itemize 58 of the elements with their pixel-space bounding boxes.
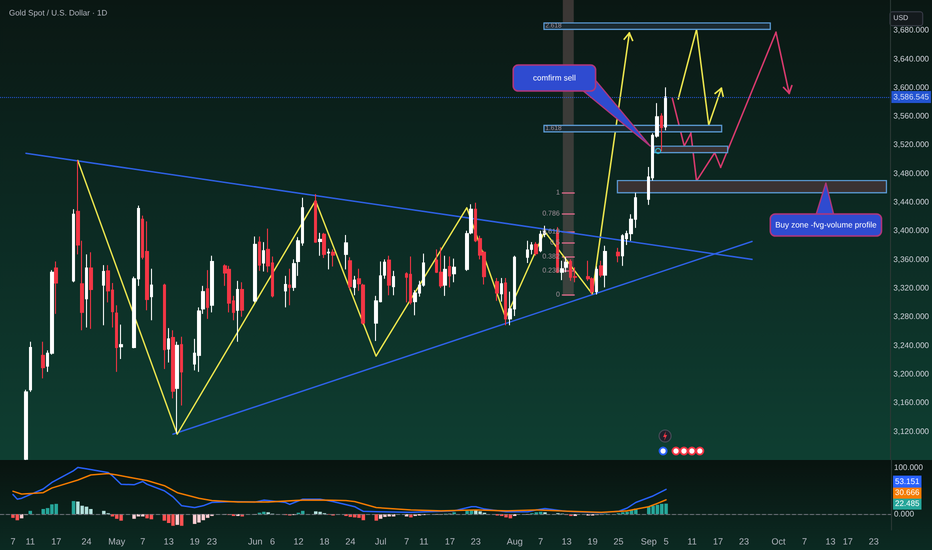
y-tick-label: 3,520.000 (893, 140, 930, 150)
x-tick-label: 13 (825, 536, 836, 546)
y-tick-label: 3,360.000 (893, 254, 930, 264)
y-tick-label: 3,480.000 (893, 168, 930, 178)
y-tick-label: 0.000 (894, 510, 915, 519)
x-tick-label: 23 (206, 536, 217, 546)
x-tick-label: 23 (738, 536, 749, 546)
x-tick-label: 11 (26, 536, 35, 546)
x-tick-label: 24 (81, 536, 92, 546)
x-tick-label: 19 (588, 536, 598, 546)
y-tick-label: 3,440.000 (893, 198, 930, 207)
y-tick-label: 3,640.000 (893, 54, 930, 64)
x-tick-label: Aug (506, 536, 523, 546)
x-tick-label: 7 (140, 536, 146, 546)
y-tick-label: 100.000 (894, 462, 924, 472)
x-tick-label: Jul (374, 536, 386, 546)
text: 53.151 (895, 477, 920, 486)
x-tick-label: 7 (802, 536, 808, 546)
x-tick-label: 17 (444, 536, 455, 546)
x-tick-label: 7 (538, 536, 544, 546)
annotation: comfirm sell (533, 74, 576, 82)
y-tick-label: 3,560.000 (893, 112, 930, 121)
x-tick-label: 11 (687, 536, 697, 546)
x-tick-label: 18 (319, 536, 330, 546)
x-tick-label: Sep (640, 536, 657, 546)
x-tick-label: Jun (248, 536, 262, 546)
y-tick-label: 3,160.000 (893, 398, 930, 408)
x-tick-label: May (108, 536, 126, 546)
text: 22.485 (895, 499, 920, 508)
x-tick-label: 13 (164, 536, 174, 546)
y-tick-label: 3,680.000 (893, 26, 930, 35)
x-tick-label: 24 (345, 536, 356, 546)
x-tick-label: 19 (190, 536, 200, 546)
x-tick-label: 23 (868, 536, 879, 546)
x-tick-label: 12 (293, 536, 304, 546)
text: 30.666 (895, 488, 920, 498)
annotation: Buy zone -fvg-volume profile (775, 220, 878, 230)
x-tick-label: 7 (10, 536, 16, 546)
x-tick-label: 17 (842, 536, 853, 546)
x-tick-label: 11 (419, 536, 429, 546)
y-tick-label: 3,600.000 (893, 82, 930, 92)
x-tick-label: 13 (562, 536, 572, 546)
y-tick-label: 3,200.000 (893, 370, 930, 379)
y-tick-label: 3,120.000 (893, 426, 930, 436)
x-tick-label: Oct (772, 536, 786, 546)
text: Gold Spot / U.S. Dollar · 1D (9, 8, 108, 18)
x-tick-label: 23 (470, 536, 481, 546)
y-tick-label: 3,240.000 (893, 340, 930, 350)
x-tick-label: 17 (712, 536, 723, 546)
y-tick-label: 3,400.000 (893, 226, 930, 236)
x-tick-label: 7 (404, 536, 410, 546)
x-tick-label: 25 (614, 536, 624, 546)
x-tick-label: 5 (664, 536, 669, 546)
ref-line-label: 3,586.545 (893, 92, 930, 102)
x-tick-label: 6 (270, 536, 275, 546)
x-tick-label: 17 (51, 536, 62, 546)
y-tick-label: 3,280.000 (893, 312, 930, 322)
y-tick-label: 3,320.000 (893, 284, 930, 293)
